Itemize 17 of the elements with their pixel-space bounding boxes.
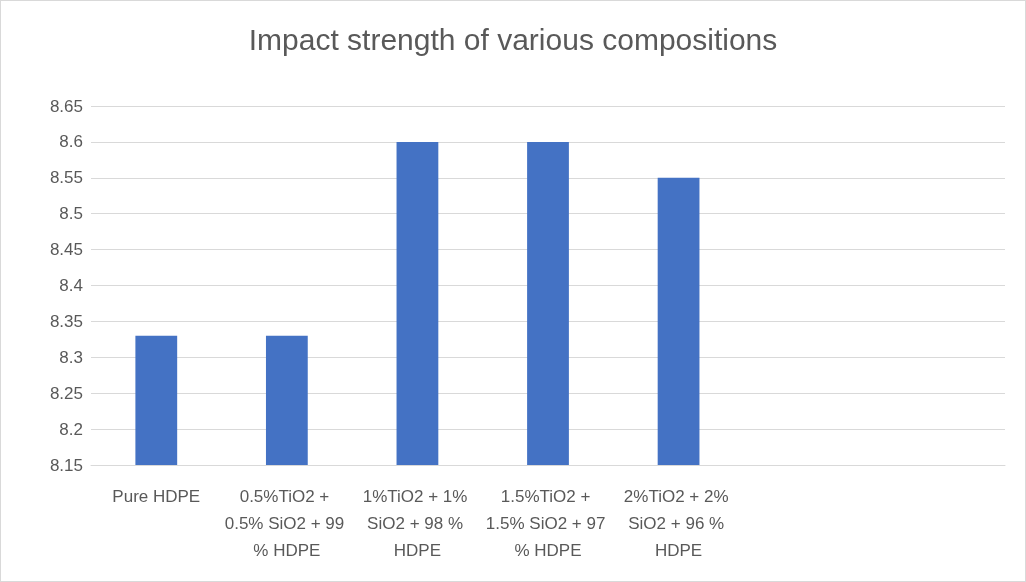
x-tick-label: 2%TiO2 + 2% SiO2 + 96 % HDPE xyxy=(623,487,734,560)
y-tick-label: 8.55 xyxy=(49,168,83,188)
x-tick-label: 1%TiO2 + 1% SiO2 + 98 % HDPE xyxy=(362,487,473,560)
y-tick-label: 8.25 xyxy=(49,383,83,403)
x-tick-label: Pure HDPE xyxy=(112,487,201,506)
x-tick-label: 0.5%TiO2 + 0.5% SiO2 + 99 % HDPE xyxy=(224,487,349,560)
y-tick-label: 8.6 xyxy=(59,132,83,152)
y-tick-label: 8.65 xyxy=(49,96,83,116)
y-tick-label: 8.5 xyxy=(59,204,83,224)
y-tick-label: 8.2 xyxy=(59,419,83,439)
chart-title: Impact strength of various compositions xyxy=(248,22,778,56)
x-tick-label: 1.5%TiO2 + 1.5% SiO2 + 97 % HDPE xyxy=(485,487,611,560)
y-tick-label: 8.35 xyxy=(49,311,83,331)
y-tick-label: 8.15 xyxy=(49,455,83,475)
y-tick-label: 8.4 xyxy=(59,276,83,295)
y-tick-label: 8.3 xyxy=(59,347,83,367)
y-tick-label: 8.45 xyxy=(49,240,83,260)
